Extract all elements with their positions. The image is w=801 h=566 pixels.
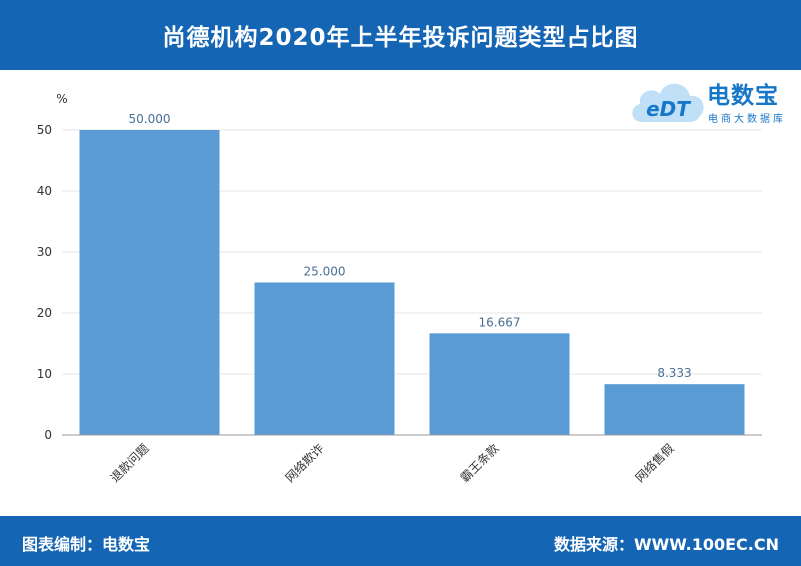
bar bbox=[604, 384, 745, 435]
data-label: 25.000 bbox=[304, 265, 346, 279]
bar-chart: 50.000 25.000 16.667 8.333 0 10 20 30 40 50 退款问题 网… bbox=[37, 92, 762, 486]
data-label: 50.000 bbox=[129, 112, 171, 126]
y-tick-label: 0 bbox=[44, 428, 52, 442]
footer-credit: 图表编制：电数宝 bbox=[22, 535, 151, 554]
logo-mark-text: eDT bbox=[646, 97, 691, 121]
header-bar: 尚德机构2020年上半年投诉问题类型占比图 bbox=[0, 0, 801, 70]
data-label: 8.333 bbox=[657, 366, 691, 380]
page-title: 尚德机构2020年上半年投诉问题类型占比图 bbox=[162, 25, 639, 51]
y-axis-unit: % bbox=[56, 92, 67, 106]
x-tick-label: 霸王条款 bbox=[458, 441, 502, 485]
cloud-logo-icon: eDT bbox=[632, 83, 704, 122]
bars: 50.000 25.000 16.667 8.333 bbox=[79, 112, 745, 435]
y-tick-label: 10 bbox=[37, 367, 52, 381]
bar bbox=[254, 282, 395, 435]
logo-name: 电数宝 bbox=[707, 83, 779, 109]
data-label: 16.667 bbox=[479, 315, 521, 329]
x-tick-label: 网络售假 bbox=[632, 441, 677, 486]
y-tick-label: 20 bbox=[37, 306, 52, 320]
y-tick-label: 30 bbox=[37, 245, 52, 259]
bar bbox=[79, 130, 220, 435]
footer-bar: 图表编制：电数宝 数据来源：WWW.100EC.CN bbox=[0, 516, 801, 566]
x-tick-label: 退款问题 bbox=[108, 441, 152, 485]
footer-source: 数据来源：WWW.100EC.CN bbox=[553, 535, 779, 554]
logo-subtitle: 电商大数据库 bbox=[708, 114, 786, 125]
y-tick-label: 50 bbox=[37, 123, 52, 137]
x-tick-label: 网络欺诈 bbox=[282, 441, 327, 486]
bar bbox=[429, 333, 570, 435]
brand-logo: eDT 电数宝 电商大数据库 bbox=[628, 72, 798, 132]
y-tick-label: 40 bbox=[37, 184, 52, 198]
